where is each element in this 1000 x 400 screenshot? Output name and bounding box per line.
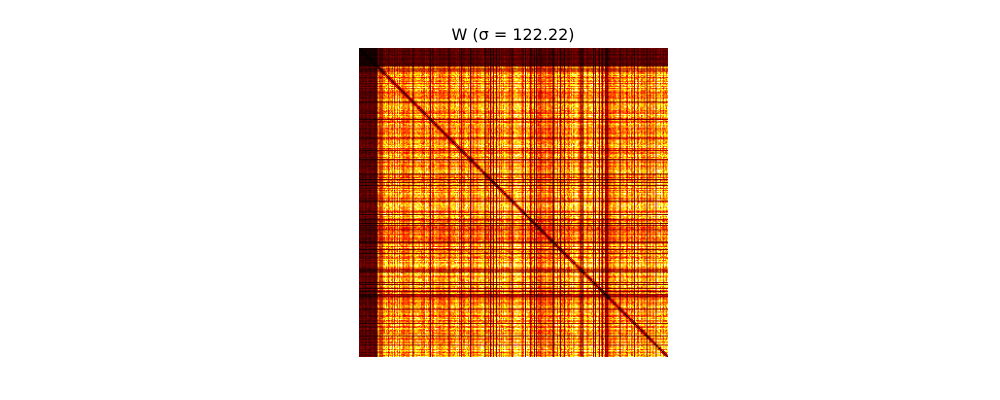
chart-title: W (σ = 122.22): [451, 25, 574, 44]
heatmap-cells: [359, 48, 668, 357]
heatmap-image: [359, 48, 668, 357]
